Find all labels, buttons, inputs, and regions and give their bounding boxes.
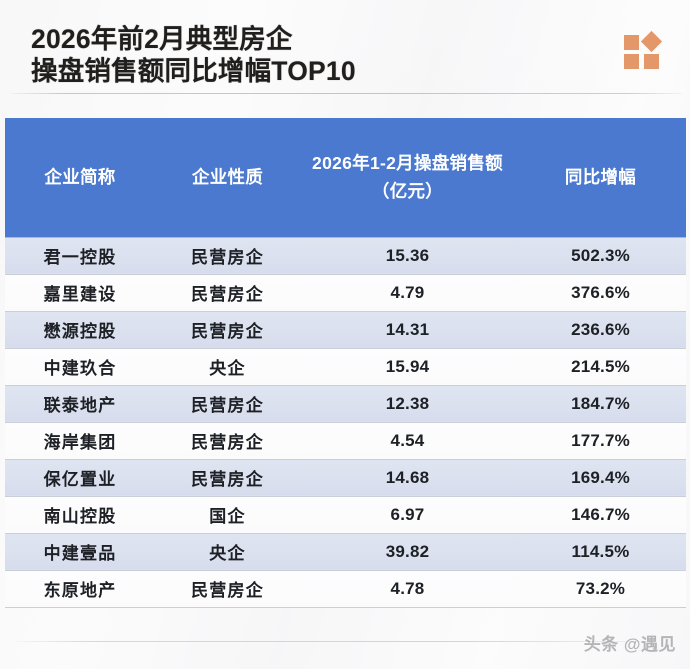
table-head: 企业简称 企业性质 2026年1-2月操盘销售额 （亿元） 同比增幅 bbox=[5, 118, 686, 237]
cell-yoy: 502.3% bbox=[515, 237, 686, 274]
column-header-sales: 2026年1-2月操盘销售额 （亿元） bbox=[300, 118, 515, 237]
table-row: 联泰地产 民营房企 12.38 184.7% bbox=[5, 384, 686, 422]
cell-value: 39.82 bbox=[300, 532, 515, 570]
cell-value: 12.38 bbox=[300, 384, 515, 422]
cell-value: 4.54 bbox=[300, 421, 515, 459]
column-header-name: 企业简称 bbox=[5, 118, 155, 237]
ranking-table-container: 企业简称 企业性质 2026年1-2月操盘销售额 （亿元） 同比增幅 君一控股民… bbox=[5, 118, 686, 608]
cell-yoy: 114.5% bbox=[515, 532, 686, 570]
table-header-row: 企业简称 企业性质 2026年1-2月操盘销售额 （亿元） 同比增幅 bbox=[5, 118, 686, 237]
cell-name: 中建玖合 bbox=[5, 347, 155, 385]
cell-name: 南山控股 bbox=[5, 495, 155, 533]
column-header-yoy: 同比增幅 bbox=[515, 118, 686, 237]
table-row: 海岸集团 民营房企 4.54 177.7% bbox=[5, 421, 686, 459]
column-header-type-label: 企业性质 bbox=[191, 167, 264, 188]
column-header-yoy-label: 同比增幅 bbox=[564, 167, 637, 188]
table-row: 南山控股 国企 6.97 146.7% bbox=[5, 495, 686, 533]
cell-type: 民营房企 bbox=[155, 273, 300, 311]
cell-type: 民营房企 bbox=[155, 421, 300, 459]
cell-yoy: 169.4% bbox=[515, 458, 686, 496]
cell-type: 央企 bbox=[155, 347, 300, 385]
table-row: 中建壹品 央企 39.82 114.5% bbox=[5, 532, 686, 570]
cell-yoy: 376.6% bbox=[515, 273, 686, 311]
cell-type: 民营房企 bbox=[155, 384, 300, 422]
cell-yoy: 236.6% bbox=[515, 310, 686, 348]
square-bottom-left bbox=[624, 54, 639, 69]
cell-value: 15.36 bbox=[300, 237, 515, 274]
four-squares-icon bbox=[624, 30, 664, 70]
table-row: 懋源控股 民营房企 14.31 236.6% bbox=[5, 310, 686, 348]
cell-value: 14.31 bbox=[300, 310, 515, 348]
table-row: 东原地产 民营房企 4.78 73.2% bbox=[5, 569, 686, 608]
column-header-type: 企业性质 bbox=[155, 118, 300, 237]
cell-name: 嘉里建设 bbox=[5, 273, 155, 311]
table-row: 中建玖合 央企 15.94 214.5% bbox=[5, 347, 686, 385]
watermark: 头条 @遇见 bbox=[583, 635, 676, 654]
page-title: 2026年前2月典型房企 操盘销售额同比增幅TOP10 bbox=[31, 24, 356, 86]
ranking-table: 企业简称 企业性质 2026年1-2月操盘销售额 （亿元） 同比增幅 君一控股民… bbox=[5, 118, 686, 608]
column-header-name-label: 企业简称 bbox=[44, 167, 116, 188]
watermark-divider bbox=[14, 641, 654, 642]
diamond-top-right bbox=[640, 30, 663, 53]
page-header: 2026年前2月典型房企 操盘销售额同比增幅TOP10 bbox=[0, 0, 690, 94]
cell-value: 4.78 bbox=[300, 569, 515, 608]
column-header-sales-label: 2026年1-2月操盘销售额 （亿元） bbox=[312, 153, 503, 202]
cell-yoy: 73.2% bbox=[515, 569, 686, 608]
table-row: 君一控股 民营房企 15.36 502.3% bbox=[5, 237, 686, 274]
cell-type: 国企 bbox=[155, 495, 300, 533]
cell-type: 民营房企 bbox=[155, 458, 300, 496]
cell-name: 君一控股 bbox=[5, 237, 155, 274]
cell-type: 央企 bbox=[155, 532, 300, 570]
cell-name: 海岸集团 bbox=[5, 421, 155, 459]
table-body: 君一控股 民营房企 15.36 502.3% 嘉里建设 民营房企 4.79 376.6% 懋源控… bbox=[5, 237, 686, 608]
cell-name: 懋源控股 bbox=[5, 310, 155, 348]
table-row: 保亿置业 民营房企 14.68 169.4% bbox=[5, 458, 686, 496]
cell-name: 联泰地产 bbox=[5, 384, 155, 422]
cell-name: 中建壹品 bbox=[5, 532, 155, 570]
cell-name: 东原地产 bbox=[5, 569, 155, 608]
table-row: 嘉里建设 民营房企 4.79 376.6% bbox=[5, 273, 686, 311]
cell-value: 15.94 bbox=[300, 347, 515, 385]
cell-type: 民营房企 bbox=[155, 310, 300, 348]
header-divider bbox=[10, 93, 682, 94]
cell-name: 保亿置业 bbox=[5, 458, 155, 496]
cell-value: 4.79 bbox=[300, 273, 515, 311]
cell-yoy: 177.7% bbox=[515, 421, 686, 459]
cell-yoy: 214.5% bbox=[515, 347, 686, 385]
square-bottom-right bbox=[644, 54, 659, 69]
cell-type: 民营房企 bbox=[155, 237, 300, 274]
cell-yoy: 184.7% bbox=[515, 384, 686, 422]
cell-type: 民营房企 bbox=[155, 569, 300, 608]
cell-value: 14.68 bbox=[300, 458, 515, 496]
cell-value: 6.97 bbox=[300, 495, 515, 533]
square-top-left bbox=[624, 35, 639, 50]
cell-yoy: 146.7% bbox=[515, 495, 686, 533]
